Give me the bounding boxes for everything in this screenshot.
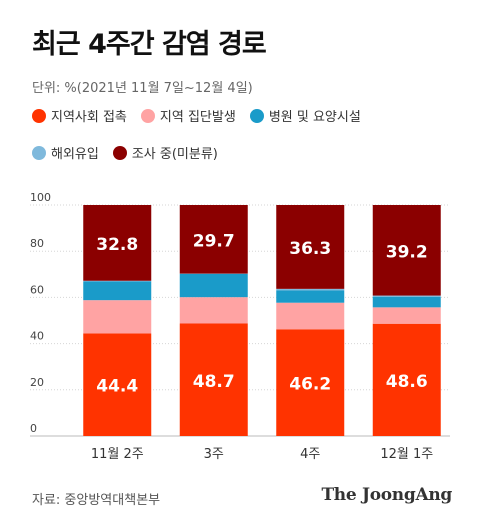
legend-item-community-contact: 지역사회 접촉 (32, 106, 127, 125)
bar-segment (372, 307, 441, 324)
bar-segment (83, 300, 152, 334)
data-label: 46.2 (289, 375, 331, 395)
data-label: 44.4 (96, 377, 138, 397)
bar-segment (372, 205, 441, 296)
legend-label-cluster-outbreak: 지역 집단발생 (159, 110, 236, 125)
bar-segment (372, 295, 441, 297)
bar-segment (276, 288, 345, 291)
legend-swatch-overseas (32, 145, 46, 160)
bar-segment (276, 290, 345, 303)
legend-item-overseas: 해외유입 (32, 143, 99, 162)
y-tick-label: 40 (30, 330, 44, 343)
legend-item-under-investigation: 조사 중(미분류) (112, 143, 218, 162)
x-tick-label: 12월 1주 (380, 447, 433, 462)
y-tick-label: 80 (30, 237, 44, 250)
y-tick-label: 0 (30, 422, 37, 435)
bar-segment (276, 205, 345, 289)
bar-segment (179, 297, 248, 324)
data-label: 29.7 (193, 231, 235, 251)
data-label: 48.7 (193, 372, 235, 392)
bar-segment (83, 333, 152, 436)
data-label: 36.3 (289, 239, 331, 259)
bar-segment (372, 323, 441, 436)
bar-segment (179, 323, 248, 436)
legend-swatch-cluster-outbreak (140, 108, 155, 123)
x-tick-label: 11월 2주 (91, 447, 144, 462)
data-label: 39.2 (386, 242, 428, 262)
brand-logo: The JoongAng (321, 485, 452, 505)
bar-segment (276, 329, 345, 436)
legend: 지역사회 접촉 지역 집단발생 병원 및 요양시설 해외유입 조사 중(미분류) (32, 106, 452, 162)
bar-segment (276, 302, 345, 330)
x-tick-label: 4주 (300, 447, 320, 462)
legend-label-community-contact: 지역사회 접촉 (51, 110, 127, 125)
legend-item-cluster-outbreak: 지역 집단발생 (140, 106, 236, 125)
legend-label-under-investigation: 조사 중(미분류) (131, 147, 218, 162)
legend-swatch-under-investigation (112, 145, 127, 160)
y-tick-label: 60 (30, 283, 44, 296)
legend-label-overseas: 해외유입 (51, 147, 99, 162)
x-tick-label: 3주 (204, 447, 224, 462)
chart-title: 최근 4주간 감염 경로 (32, 29, 267, 60)
legend-swatch-community-contact (32, 108, 46, 123)
legend-label-hospital-care: 병원 및 요양시설 (268, 110, 361, 125)
legend-item-hospital-care: 병원 및 요양시설 (249, 106, 361, 125)
bar-segment (83, 280, 152, 282)
legend-swatch-hospital-care (249, 108, 264, 123)
bar-segment (179, 273, 248, 298)
bar-segment (179, 205, 248, 274)
bar-segment (372, 296, 441, 308)
bar-segment (83, 281, 152, 301)
data-label: 48.6 (386, 372, 428, 392)
y-tick-label: 20 (30, 376, 44, 389)
source-note: 자료: 중앙방역대책본부 (32, 493, 161, 508)
bar-segment (83, 205, 152, 281)
y-tick-label: 100 (30, 191, 51, 204)
data-label: 32.8 (96, 235, 138, 255)
unit-note: 단위: %(2021년 11월 7일~12월 4일) (32, 81, 253, 96)
